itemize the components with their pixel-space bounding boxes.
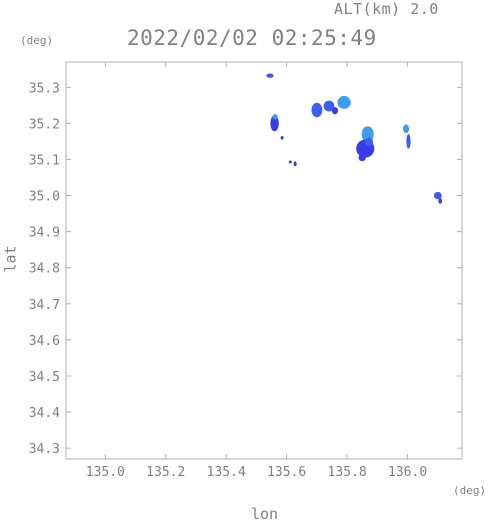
x-tick-label: 135.6 xyxy=(267,465,306,480)
echo-cell xyxy=(433,191,442,200)
x-axis-ticks: 135.0 135.2 135.4 135.6 135.8 136.0 xyxy=(86,62,427,480)
y-tick-label: 34.6 xyxy=(29,334,60,349)
y-tick-label: 35.2 xyxy=(29,117,60,132)
y-unit-label: (deg) xyxy=(20,34,54,47)
echo-cell xyxy=(364,137,374,147)
y-tick-label: 34.4 xyxy=(29,406,60,421)
y-tick-label: 34.3 xyxy=(29,442,60,457)
y-tick-label: 34.9 xyxy=(29,226,60,241)
echo-cell xyxy=(288,160,292,164)
y-tick-label: 35.0 xyxy=(29,190,60,205)
echo-cell xyxy=(358,154,366,162)
x-tick-label: 135.8 xyxy=(328,465,367,480)
y-tick-label: 35.3 xyxy=(29,81,60,96)
x-tick-label: 135.4 xyxy=(207,465,246,480)
x-tick-label: 136.0 xyxy=(388,465,427,480)
x-unit-label: (deg) xyxy=(453,484,487,497)
echo-cell xyxy=(311,102,323,118)
echo-cell xyxy=(438,198,443,204)
y-tick-label: 34.7 xyxy=(29,298,60,313)
x-tick-label: 135.2 xyxy=(146,465,185,480)
echo-cell xyxy=(332,107,339,115)
echo-cell xyxy=(323,100,335,112)
y-tick-label: 35.1 xyxy=(29,153,60,168)
plot-frame xyxy=(65,61,463,460)
altitude-label: ALT(km) 2.0 xyxy=(334,0,439,18)
y-tick-label: 34.5 xyxy=(29,370,60,385)
echo-cell xyxy=(280,135,284,140)
y-axis-ticks: 34.3 34.4 34.5 34.6 34.7 34.8 34.9 35.0 35.1 35.2… xyxy=(29,81,462,457)
echo-cell xyxy=(266,73,274,78)
y-tick-label: 34.8 xyxy=(29,262,60,277)
echo-cell xyxy=(337,95,351,109)
precipitation-echoes xyxy=(266,73,443,204)
echo-cell xyxy=(406,134,411,149)
x-tick-label: 135.0 xyxy=(86,465,125,480)
timestamp-title: 2022/02/02 02:25:49 xyxy=(127,26,377,50)
echo-cell xyxy=(403,124,410,134)
echo-cell xyxy=(270,115,279,132)
x-axis-label: lon xyxy=(251,505,279,523)
echo-cell xyxy=(361,126,374,143)
echo-cell xyxy=(293,161,297,167)
echo-cell xyxy=(272,113,278,120)
